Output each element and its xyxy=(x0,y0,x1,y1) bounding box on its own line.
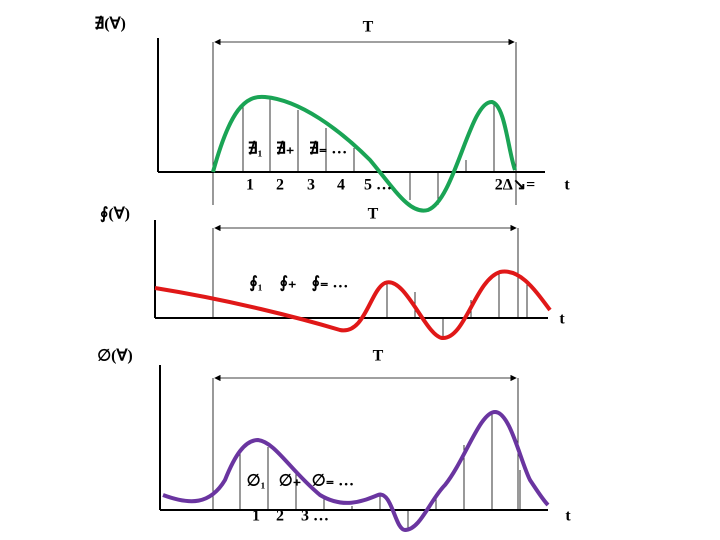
signal-curve xyxy=(162,409,550,533)
tick-label: 3 xyxy=(307,177,315,194)
tick-label: 2 xyxy=(276,177,284,194)
panel-3: ∅(∀) T ∅₁ ∅₊ ∅₌ … 1 2 3 … t xyxy=(97,348,571,533)
tick-label: 1 xyxy=(252,508,260,525)
tick-label: 2Δ↘= xyxy=(495,177,536,194)
y-label: ∄(∀) xyxy=(94,16,126,33)
sample-label: ∄₁ xyxy=(248,141,263,158)
y-label: ∮(∀) xyxy=(100,206,130,223)
period-label: T xyxy=(363,19,374,36)
tick-label: 4 xyxy=(337,177,345,194)
x-label: t xyxy=(565,508,571,525)
x-label: t xyxy=(559,311,565,328)
sample-label: ∮₁ xyxy=(249,275,262,292)
sample-label: ∅₌ … xyxy=(312,473,354,490)
panel-1: ∄(∀) T ∄₁ ∄₊ ∄₌ … 1 2 3 4 5 … 2Δ↘= t xyxy=(94,16,570,213)
sample-label: ∅₁ xyxy=(247,473,266,490)
sample-label: ∄₌ … xyxy=(309,141,348,158)
tick-label: 5 … xyxy=(364,177,392,194)
period-label: T xyxy=(373,348,384,365)
panel-2: ∮(∀) T ∮₁ ∮₊ ∮₌ … t xyxy=(100,206,565,340)
sample-lines xyxy=(242,97,495,205)
y-label: ∅(∀) xyxy=(97,348,133,365)
sample-label: ∮₌ … xyxy=(312,275,349,292)
sample-label: ∄₊ xyxy=(276,141,295,158)
sample-label: ∮₊ xyxy=(280,275,297,292)
tick-label: 1 xyxy=(246,177,254,194)
signal-curve xyxy=(154,269,552,340)
tick-label: 2 xyxy=(276,508,284,525)
signal-curve xyxy=(211,94,517,213)
tick-label: 3 … xyxy=(301,508,329,525)
sample-label: ∅₊ xyxy=(279,473,301,490)
x-label: t xyxy=(564,177,570,194)
period-label: T xyxy=(368,206,379,223)
